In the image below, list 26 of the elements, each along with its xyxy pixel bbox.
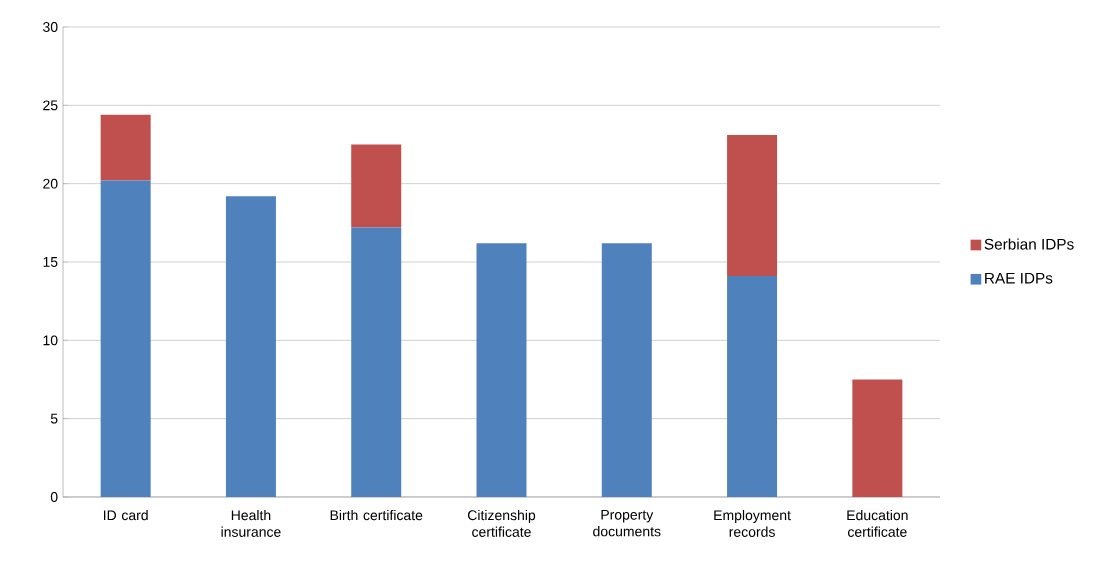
bar <box>727 135 778 277</box>
y-tick-label: 25 <box>43 100 58 111</box>
bar <box>852 379 903 497</box>
y-tick-label: 15 <box>43 257 58 267</box>
bar <box>476 243 527 497</box>
y-tick-label: 20 <box>43 178 58 189</box>
x-tick-label: Birth certificate <box>330 509 423 521</box>
bar <box>351 227 402 497</box>
y-tick-label: 10 <box>43 335 58 346</box>
bar <box>100 114 151 181</box>
y-tick-label: 5 <box>50 413 58 424</box>
bar <box>100 180 151 497</box>
x-tick-label: Education certificate <box>847 509 908 537</box>
legend-label: RAE IDPs <box>985 272 1053 284</box>
bar <box>351 144 402 228</box>
x-tick-label: Property documents <box>593 509 661 537</box>
bar <box>601 243 652 497</box>
x-tick-label: ID card <box>104 509 148 521</box>
y-tick-label: 0 <box>50 492 58 502</box>
y-tick-label: 30 <box>43 22 58 32</box>
x-tick-label: Health insurance <box>221 509 281 537</box>
x-tick-label: Citizenship certificate <box>467 509 536 537</box>
bar <box>727 276 778 497</box>
legend-label: Serbian IDPs <box>984 238 1074 250</box>
bar <box>225 196 276 497</box>
x-tick-label: Employment records <box>714 509 791 537</box>
